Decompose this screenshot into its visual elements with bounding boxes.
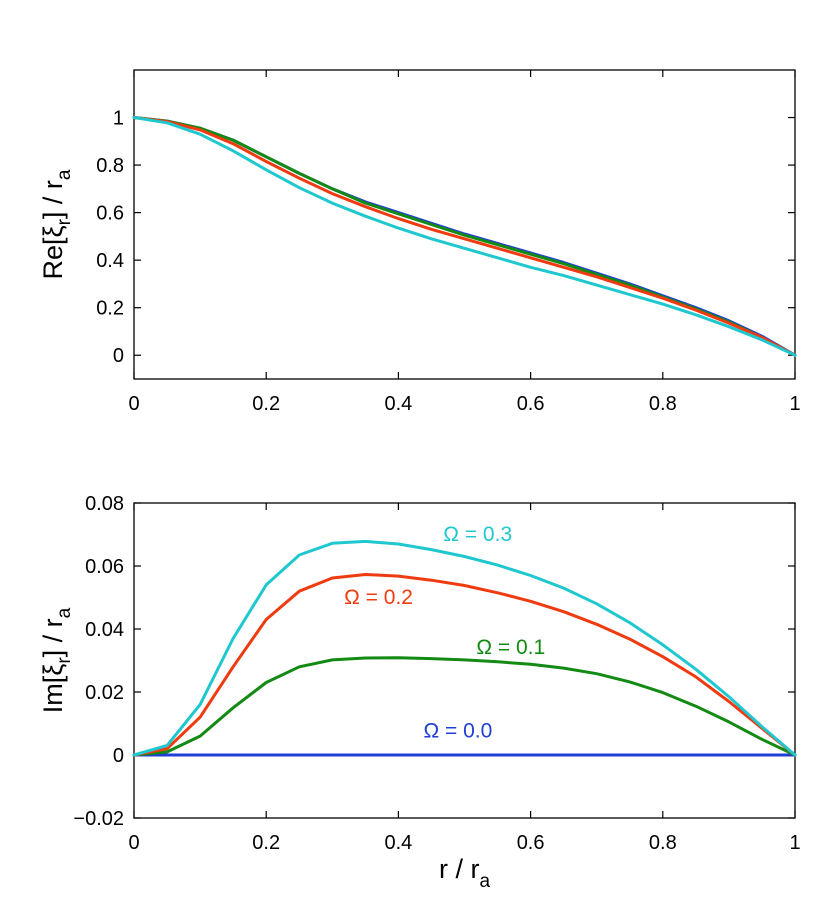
y-tick-label: 0.8 <box>96 155 124 177</box>
y-tick-label: 0.02 <box>85 682 124 704</box>
x-tick-label: 0 <box>128 393 139 415</box>
series-label: Ω = 0.2 <box>344 586 413 609</box>
series-label: Ω = 0.1 <box>476 636 545 659</box>
x-tick-label: 0.4 <box>384 393 412 415</box>
y-tick-label: 0.06 <box>85 556 124 578</box>
y-tick-label: 0 <box>113 745 124 767</box>
y-tick-label: 0.08 <box>85 493 124 515</box>
x-tick-label: 0.4 <box>384 832 412 854</box>
y-axis-label-sub: r <box>54 657 75 664</box>
x-axis-label-main: r / r <box>439 854 480 884</box>
y-axis-label-main: Re[ξ <box>38 225 68 279</box>
y-axis-label-main: Im[ξ <box>38 664 68 714</box>
y-axis-label: Re[ξr] / ra <box>38 169 75 279</box>
y-tick-label: −0.02 <box>73 808 124 830</box>
y-tick-label: 0.4 <box>96 250 124 272</box>
x-tick-label: 0.2 <box>252 393 280 415</box>
series-label: Ω = 0.0 <box>423 720 492 743</box>
series-line <box>132 116 797 357</box>
series-line <box>132 116 797 357</box>
y-axis-label-sub2: a <box>54 607 75 618</box>
series-line <box>132 116 797 357</box>
x-axis-label-sub: a <box>479 871 490 892</box>
x-tick-label: 0.6 <box>517 832 545 854</box>
y-axis-label-rest: ] / r <box>38 180 68 219</box>
y-axis-label-sub2: a <box>54 169 75 180</box>
y-tick-label: 0.6 <box>96 203 124 225</box>
y-tick-label: 0 <box>113 345 124 367</box>
top-chart-re-xi: 0 0.2 0.4 0.6 0.8 1 0 0.2 0.4 0.6 0.8 1 Re[ξr] / ra <box>38 69 801 415</box>
axes-frame <box>133 502 796 819</box>
x-tick-label: 0 <box>128 832 139 854</box>
x-axis-label: r / ra <box>439 854 491 892</box>
y-axis-label-sub: r <box>54 218 75 225</box>
y-axis-label: Im[ξr] / ra <box>38 607 75 713</box>
series-label: Ω = 0.3 <box>443 523 512 546</box>
y-tick-label: 0.2 <box>96 298 124 320</box>
axes-frame <box>133 69 796 380</box>
x-tick-label: 0.6 <box>517 393 545 415</box>
y-tick-label: 1 <box>113 108 124 130</box>
series-line <box>132 656 797 757</box>
x-tick-label: 0.2 <box>252 832 280 854</box>
y-axis-label-rest: ] / r <box>38 618 68 657</box>
series-line <box>132 539 797 757</box>
series-line <box>132 573 797 757</box>
x-tick-label: 0.8 <box>649 832 677 854</box>
x-tick-label: 1 <box>789 832 800 854</box>
x-tick-label: 1 <box>789 393 800 415</box>
y-tick-label: 0.04 <box>85 619 124 641</box>
x-tick-label: 0.8 <box>649 393 677 415</box>
